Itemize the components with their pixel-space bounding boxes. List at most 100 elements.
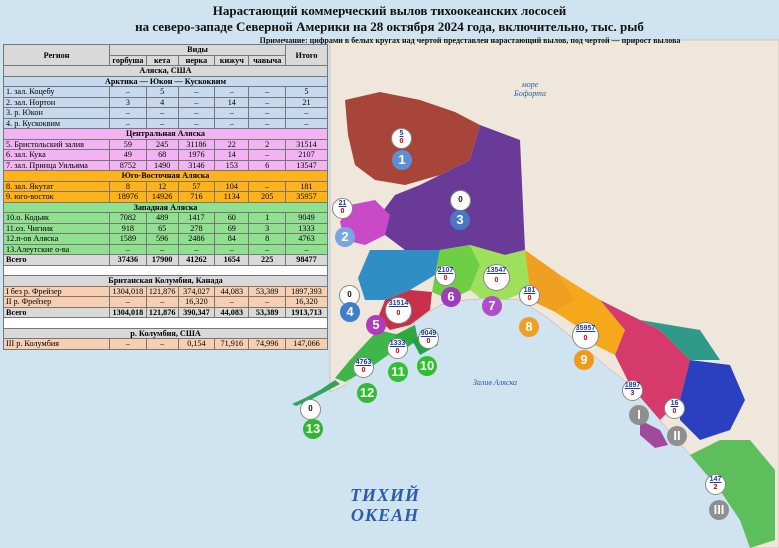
region-badge-I: I <box>629 405 649 425</box>
table-cell: 8752 <box>109 159 147 171</box>
region-13-aleutians <box>292 380 340 406</box>
table-cell: 9049 <box>284 212 329 224</box>
table-cell: – <box>284 243 329 255</box>
region-I-bc-north <box>640 320 720 360</box>
table-cell: 5 <box>284 86 329 98</box>
catch-increment: 3 <box>630 390 635 397</box>
table-cell: 6 <box>248 159 286 171</box>
region-row: 10.о. Кодьяк 7082 489 1417 60 1 9049 <box>2 212 329 224</box>
table-cell: 8. зал. Якутат <box>2 180 111 192</box>
table-cell: 7082 <box>109 212 147 224</box>
region-I-bc <box>600 300 690 420</box>
region-row: 8. зал. Якутат 8 12 57 104–181 <box>2 180 329 192</box>
table-cell: 3 <box>109 96 147 108</box>
table-cell: 596 <box>145 233 179 245</box>
table-cell: I без р. Фрейзер <box>2 285 111 297</box>
table-cell: – <box>177 107 216 119</box>
region-badge-4: 4 <box>340 302 360 322</box>
catch-increment: 0 <box>443 275 448 282</box>
table-cell: 71,916 <box>214 338 250 350</box>
table-cell: 17900 <box>145 254 179 266</box>
region-badge-9: 9 <box>574 350 594 370</box>
table-cell: 41262 <box>177 254 216 266</box>
cumulative-catch: 0 <box>308 404 313 413</box>
map-note: Примечание: цифрами в белых кругах над ч… <box>259 36 681 45</box>
table-cell: 98477 <box>284 254 329 266</box>
table-cell: 37436 <box>109 254 147 266</box>
table-cell: – <box>145 243 179 255</box>
table-cell: 8 <box>109 180 147 192</box>
table-cell: 1976 <box>177 149 216 161</box>
usa-total-row: Всего 37436 17900 41262 1654 225 98477 <box>2 254 329 266</box>
catch-table: Регион Виды Итого горбуша кета нерка кижуч чавы… <box>2 44 329 350</box>
cumulative-catch: 0 <box>458 195 463 204</box>
table-cell: 69 <box>214 222 250 234</box>
table-cell: 489 <box>145 212 179 224</box>
table-cell: – <box>177 96 216 108</box>
table-cell: 16,320 <box>284 296 329 308</box>
table-cell: 121,876 <box>145 285 179 297</box>
table-cell: – <box>248 107 286 119</box>
region-12-peninsula <box>335 330 400 382</box>
region-4-kuskokwim <box>358 250 440 300</box>
table-cell: 14 <box>214 149 250 161</box>
table-cell: 225 <box>248 254 286 266</box>
catch-circle-10: 9049 0 <box>418 328 439 349</box>
table-cell: 278 <box>177 222 216 234</box>
cumulative-catch: 1333 <box>389 340 406 347</box>
table-cell: 5 <box>145 86 179 98</box>
table-cell: 1134 <box>214 191 250 203</box>
table-cell: 1589 <box>109 233 147 245</box>
table-cell: 11.оз. Чигник <box>2 222 111 234</box>
region-row: 9. юго-восток 18976 14926 716 1134 205 35957 <box>2 191 329 203</box>
table-cell: 104 <box>214 180 250 192</box>
table-cell: 68 <box>145 149 179 161</box>
table-cell: – <box>145 296 179 308</box>
catch-circle-2: 21 0 <box>332 198 353 219</box>
table-cell: 12.п-ов Аляска <box>2 233 111 245</box>
table-cell: 31514 <box>284 138 329 150</box>
spacer-row <box>3 264 328 276</box>
table-cell: – <box>248 117 286 129</box>
table-cell: – <box>284 107 329 119</box>
header-species: Виды <box>109 44 286 56</box>
catch-increment: 0 <box>583 335 588 342</box>
table-cell: 13547 <box>284 159 329 171</box>
region-badge-10: 10 <box>417 356 437 376</box>
section-header: Центральная Аляска <box>3 128 328 140</box>
header-species-name: нерка <box>177 54 216 66</box>
section-row: Центральная Аляска <box>3 128 328 140</box>
section-header: Арктика — Юкон — Кускоквим <box>3 75 328 87</box>
table-cell: 10.о. Кодьяк <box>2 212 111 224</box>
cumulative-catch: 0 <box>347 290 352 299</box>
table-cell: 14 <box>214 96 250 108</box>
table-cell: 49 <box>109 149 147 161</box>
table-cell: Всего <box>2 306 111 318</box>
catch-increment: 0 <box>494 277 499 284</box>
cumulative-catch: 35957 <box>575 325 596 332</box>
table-cell: 13.Алеутские о-ва <box>2 243 111 255</box>
table-cell: 2486 <box>177 233 216 245</box>
table-cell: 22 <box>214 138 250 150</box>
cumulative-catch: 13547 <box>486 267 507 274</box>
table-cell: 374,027 <box>177 285 216 297</box>
catch-circle-11: 1333 0 <box>387 338 408 359</box>
table-cell: – <box>145 117 179 129</box>
table-cell: 1654 <box>214 254 250 266</box>
table-cell: 9. юго-восток <box>2 191 111 203</box>
table-cell: – <box>248 149 286 161</box>
table-cell: 16,320 <box>177 296 216 308</box>
table-cell: – <box>177 117 216 129</box>
bc-row: II р. Фрейзер – –16,320– –16,320 <box>2 296 329 308</box>
table-cell: 35957 <box>284 191 329 203</box>
table-cell: 1304,018 <box>109 285 147 297</box>
region-row: 5. Бристольский залив 59 245 31186 22 2 31514 <box>2 138 329 150</box>
region-II-fraser <box>680 360 745 440</box>
spacer-cell <box>3 317 328 329</box>
table-cell: – <box>109 86 147 98</box>
region-badge-1: 1 <box>392 150 412 170</box>
table-cell: – <box>214 243 250 255</box>
table-cell: 18976 <box>109 191 147 203</box>
region-badge-12: 12 <box>357 383 377 403</box>
